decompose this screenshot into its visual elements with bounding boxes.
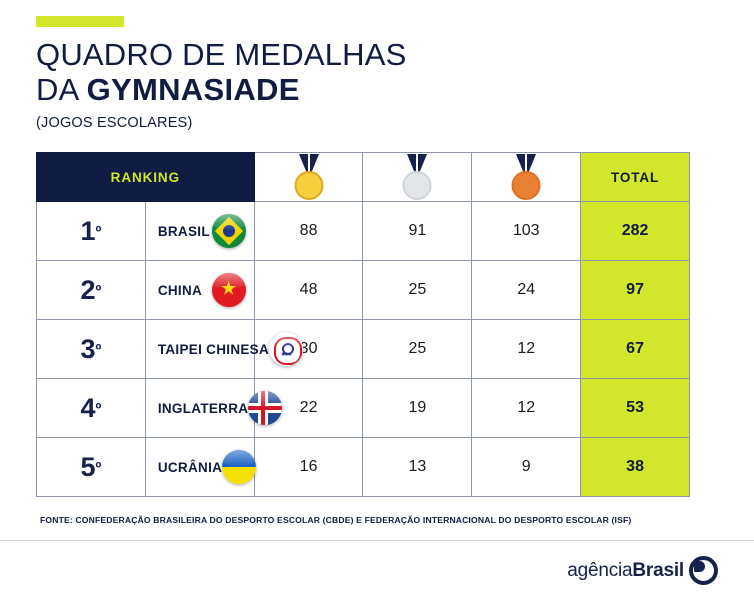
brand-ring-icon: [689, 556, 718, 585]
silver-medal-icon: [400, 154, 434, 200]
gold-medal-disc: [294, 171, 324, 200]
silver-medal-disc: [402, 171, 432, 200]
gold-count-cell: 22: [253, 378, 364, 438]
country-cell: UCRÂNIA: [144, 437, 257, 497]
page-title-line2-prefix: DA: [36, 72, 87, 107]
bronze-medal-icon: [509, 154, 543, 200]
column-header-ranking: RANKING: [36, 152, 255, 202]
country-cell: TAIPEI CHINESA ●●●: [144, 319, 304, 379]
column-header-silver: [362, 152, 473, 202]
gold-medal-ribbon-left: [298, 154, 308, 176]
country-name: CHINA: [157, 282, 203, 298]
bronze-medal-ribbon-right: [527, 154, 537, 176]
total-count-cell: 97: [580, 260, 690, 320]
gold-count-cell: 48: [253, 260, 364, 320]
rank-suffix: º: [95, 282, 102, 300]
total-count-cell: 53: [580, 378, 690, 438]
medal-table: RANKING: [36, 152, 690, 497]
rank-cell: 1º: [36, 201, 146, 261]
table-row: 5º UCRÂNIA 16 13 9 38: [36, 437, 690, 497]
table-header-row: RANKING: [36, 152, 690, 202]
rank-value: 5: [80, 451, 96, 482]
column-header-gold: [253, 152, 364, 202]
brand-light-text: agência: [567, 559, 633, 581]
rank-suffix: º: [95, 223, 102, 241]
country-name: INGLATERRA: [157, 400, 249, 416]
header-block: QUADRO DE MEDALHAS DA GYMNASIADE (JOGOS …: [36, 16, 696, 131]
country-name: BRASIL: [157, 223, 210, 239]
country-name: UCRÂNIA: [157, 459, 223, 475]
country-cell: CHINA ★: [144, 260, 255, 320]
rank-suffix: º: [95, 341, 102, 359]
table-row: 1º BRASIL 88 91 103 282: [36, 201, 690, 261]
silver-count-cell: 91: [362, 201, 473, 261]
rank-suffix: º: [95, 459, 102, 477]
bronze-medal-ribbon-left: [516, 154, 526, 176]
silver-count-cell: 25: [362, 319, 473, 379]
page-title-line2: DA GYMNASIADE: [36, 74, 696, 106]
china-flag: ★: [211, 273, 246, 307]
country-name: TAIPEI CHINESA: [157, 341, 270, 357]
silver-medal-ribbon-right: [418, 154, 428, 176]
rank-cell: 4º: [36, 378, 146, 438]
rank-value: 2: [80, 274, 96, 305]
bronze-count-cell: 24: [471, 260, 582, 320]
silver-count-cell: 13: [362, 437, 473, 497]
country-cell: BRASIL: [144, 201, 255, 261]
rank-value: 3: [80, 333, 96, 364]
page-title-line1: QUADRO DE MEDALHAS: [36, 37, 407, 72]
page-title-line2-strong: GYMNASIADE: [86, 72, 300, 107]
column-header-total: TOTAL: [580, 152, 690, 202]
bronze-count-cell: 9: [471, 437, 582, 497]
flag-gloss: [222, 450, 257, 466]
total-count-cell: 282: [580, 201, 690, 261]
brand-wordmark: agênciaBrasil: [567, 560, 684, 582]
gold-count-cell: 16: [253, 437, 364, 497]
rank-cell: 5º: [36, 437, 146, 497]
total-count-cell: 67: [580, 319, 690, 379]
gold-medal-icon: [292, 154, 326, 200]
gold-count-cell: 88: [253, 201, 364, 261]
silver-count-cell: 19: [362, 378, 473, 438]
bronze-medal-disc: [511, 171, 541, 200]
taipei-flag-rings: ●●●: [281, 351, 292, 359]
gold-medal-ribbon-right: [309, 154, 319, 176]
page-title: QUADRO DE MEDALHAS DA GYMNASIADE: [36, 39, 696, 106]
rank-suffix: º: [95, 400, 102, 418]
table-row: 2º CHINA ★ 48 25 24 97: [36, 260, 690, 320]
column-header-bronze: [471, 152, 582, 202]
ukraine-flag: [222, 450, 257, 484]
agencia-brasil-logo: agênciaBrasil: [567, 556, 718, 585]
brand-bold-text: Brasil: [632, 559, 684, 581]
country-cell: INGLATERRA: [144, 378, 283, 438]
flag-cross-red-horizontal: [248, 406, 283, 410]
bronze-count-cell: 12: [471, 378, 582, 438]
silver-count-cell: 25: [362, 260, 473, 320]
brazil-flag: [211, 214, 246, 248]
accent-bar: [36, 16, 124, 27]
silver-medal-ribbon-left: [407, 154, 417, 176]
bronze-count-cell: 12: [471, 319, 582, 379]
source-note: FONTE: CONFEDERAÇÃO BRASILEIRA DO DESPOR…: [40, 515, 632, 525]
bronze-count-cell: 103: [471, 201, 582, 261]
rank-cell: 3º: [36, 319, 146, 379]
rank-value: 1: [80, 215, 96, 246]
footer-divider: [0, 540, 754, 541]
page-subtitle: (JOGOS ESCOLARES): [36, 115, 193, 131]
china-flag-star: ★: [220, 278, 238, 300]
rank-value: 4: [80, 392, 96, 423]
chinese-taipei-flag: ●●●: [269, 332, 304, 366]
flag-cross-red-vertical: [261, 391, 266, 425]
brazil-flag-globe: [222, 225, 235, 237]
table-row: 4º INGLATERRA 22 19 12 53: [36, 378, 690, 438]
table-row: 3º TAIPEI CHINESA ●●● 30 25 12 67: [36, 319, 690, 379]
taipei-flag-inner-ring: [282, 342, 295, 355]
rank-cell: 2º: [36, 260, 146, 320]
total-count-cell: 38: [580, 437, 690, 497]
